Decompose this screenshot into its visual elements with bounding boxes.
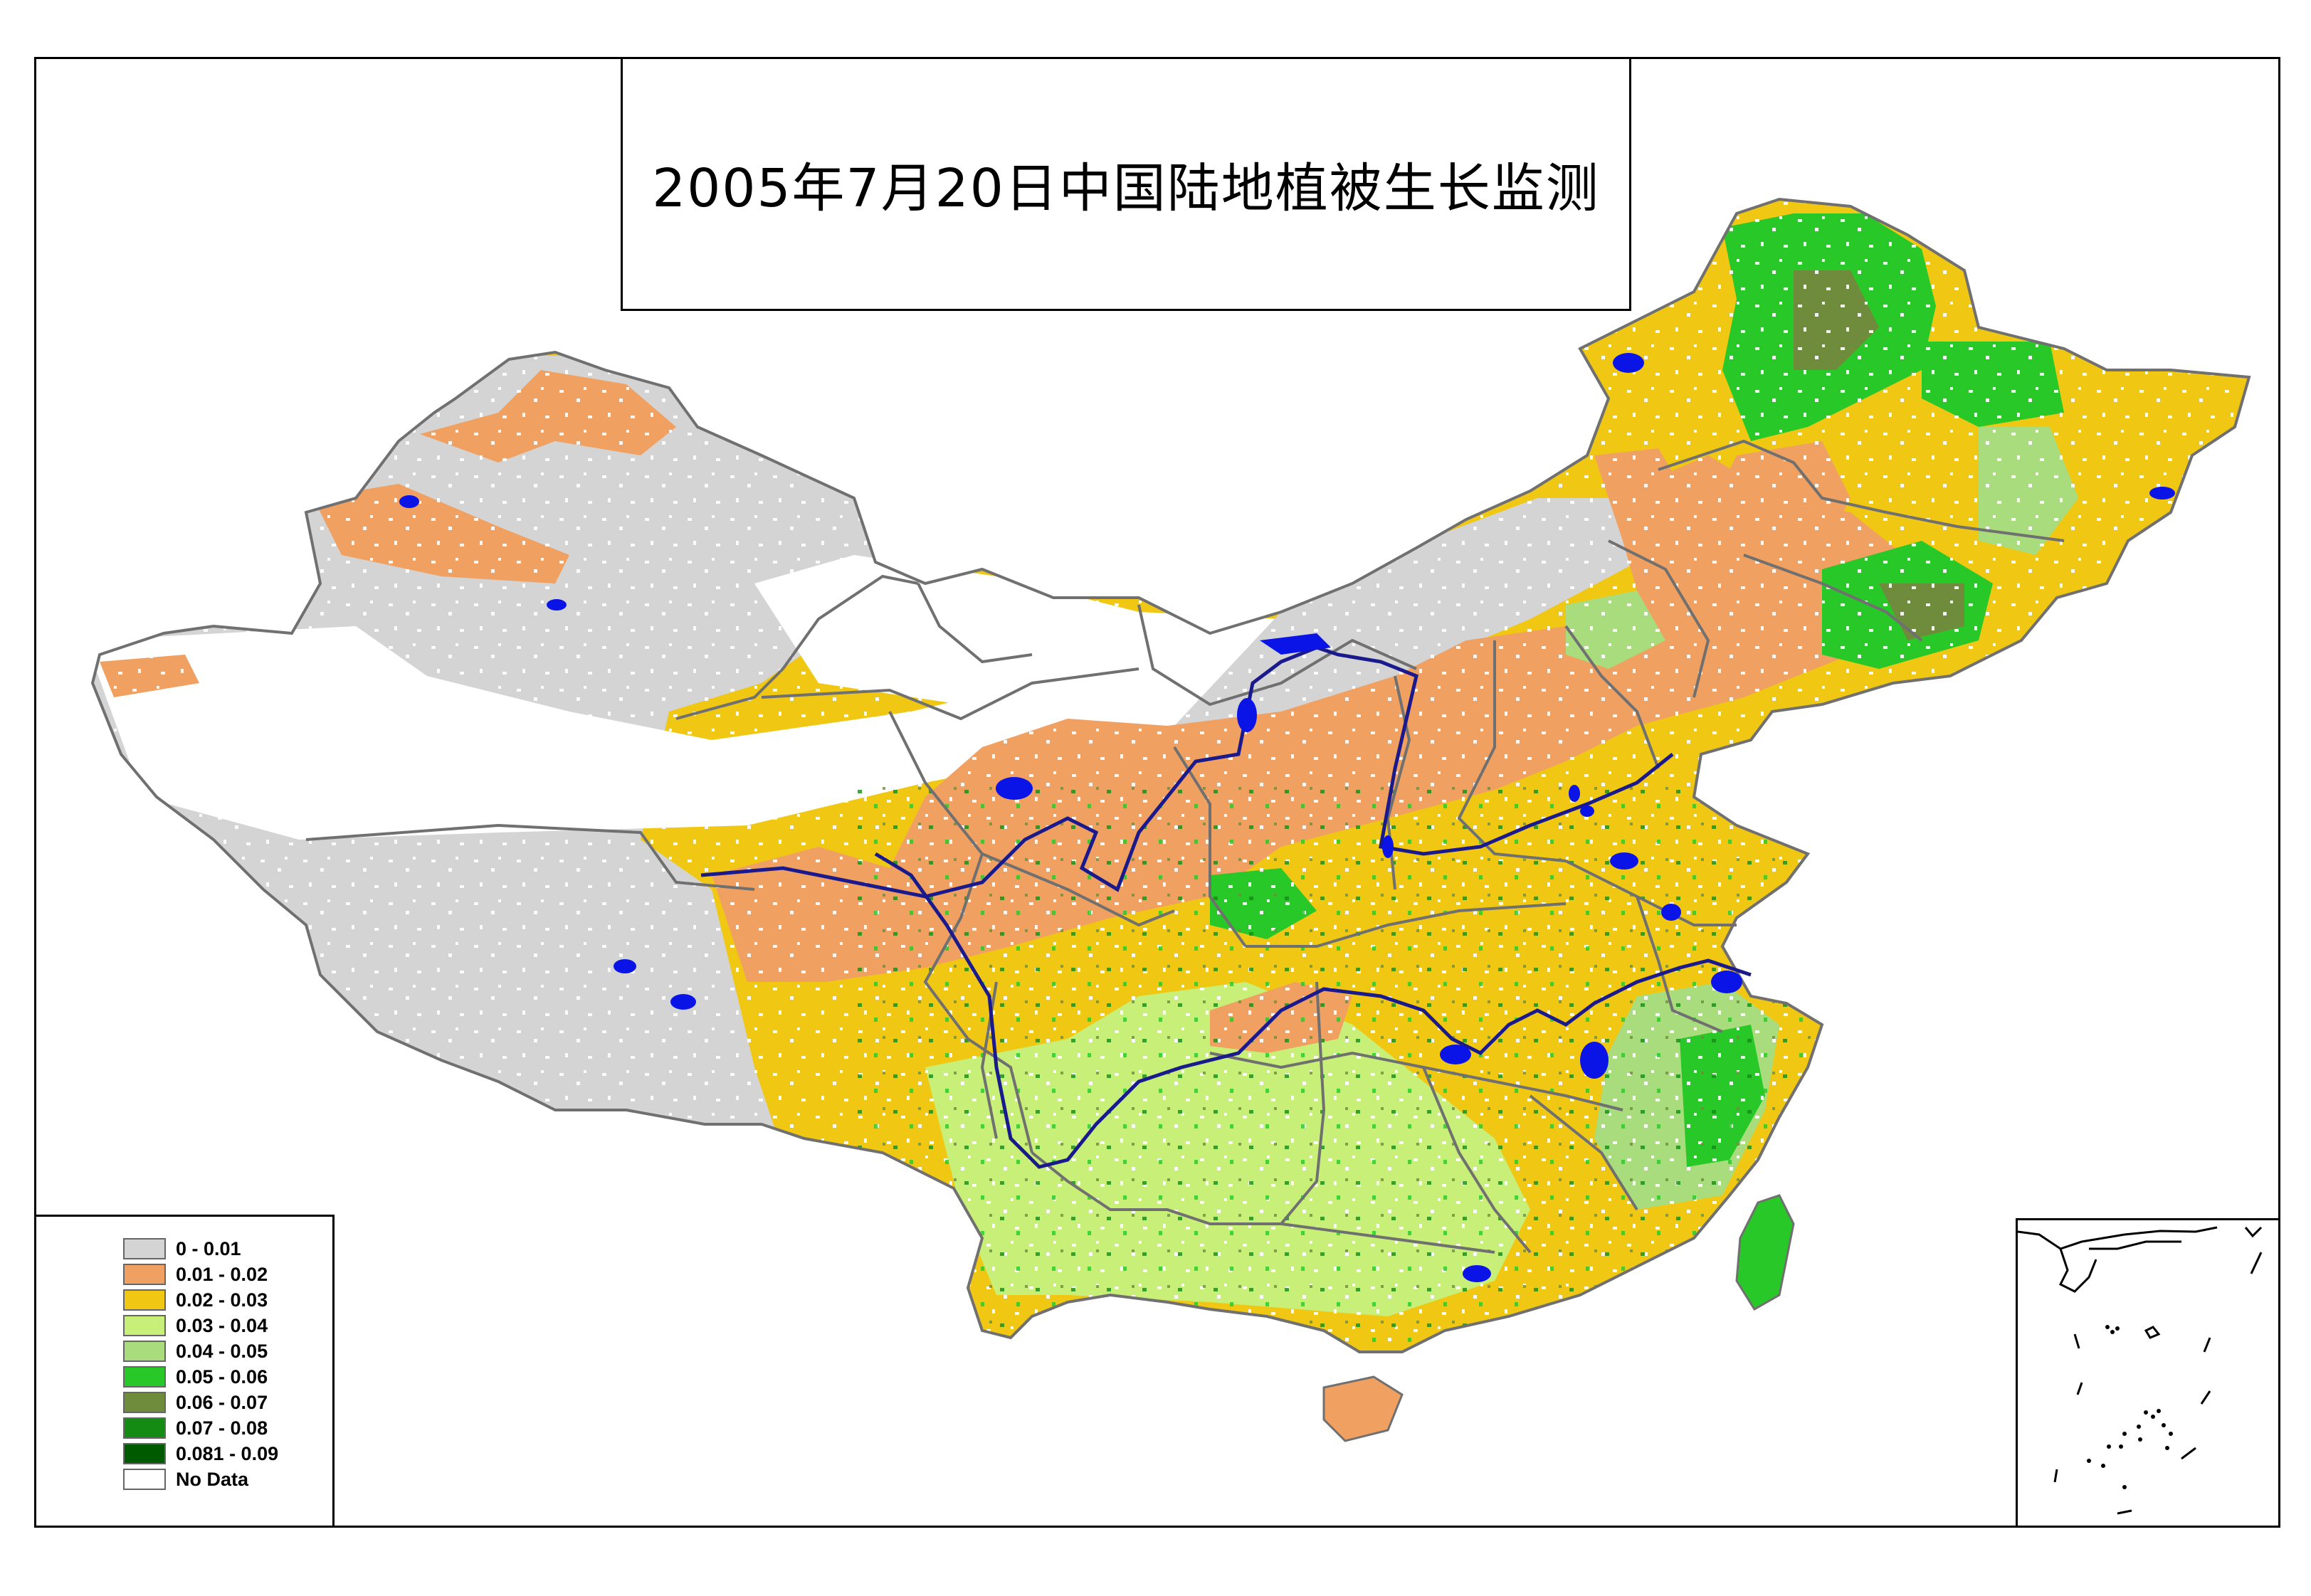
wuliangsu-lake [1260,633,1331,655]
xingkai-lake [2149,487,2175,500]
legend-item: 0.06 - 0.07 [123,1390,268,1415]
legend-item: 0.02 - 0.03 [123,1288,268,1312]
legend-label: 0.07 - 0.08 [176,1417,268,1439]
legend-label: No Data [176,1468,249,1490]
title-box: 2005年7月20日中国陆地植被生长监测 [621,57,1631,311]
south-china-sea-inset-map [2017,1226,2263,1515]
legend-item: No Data [123,1467,248,1491]
legend-swatch [123,1315,166,1336]
legend-item: 0.01 - 0.02 [123,1262,268,1286]
legend: 0 - 0.01 0.01 - 0.02 0.02 - 0.03 0.03 - 0.0… [34,1215,335,1528]
legend-label: 0.04 - 0.05 [176,1340,268,1362]
legend-item: 0.03 - 0.04 [123,1314,268,1338]
legend-label: 0.02 - 0.03 [176,1289,268,1311]
yangtze-river [874,852,1752,1169]
hulun-lake [1613,353,1644,373]
province-boundaries [91,198,2251,1353]
legend-swatch [123,1238,166,1259]
legend-swatch [123,1289,166,1311]
taiwan-island [1735,1194,1795,1311]
hainan-island [1322,1375,1404,1442]
legend-label: 0.03 - 0.04 [176,1314,268,1336]
legend-label: 0.01 - 0.02 [176,1263,268,1285]
map-title: 2005年7月20日中国陆地植被生长监测 [652,158,1600,219]
legend-swatch [123,1264,166,1285]
legend-item: 0.081 - 0.09 [123,1442,278,1466]
legend-label: 0.081 - 0.09 [176,1442,279,1464]
legend-swatch [123,1443,166,1464]
qinghai-lake [996,777,1033,800]
south-china-sea-inset [2016,1218,2280,1528]
legend-item: 0 - 0.01 [123,1237,241,1261]
legend-swatch [123,1469,166,1490]
legend-swatch [123,1341,166,1362]
legend-item: 0.07 - 0.08 [123,1416,268,1440]
legend-label: 0 - 0.01 [176,1237,241,1259]
legend-swatch [123,1392,166,1413]
lakes [399,353,2175,1282]
legend-label: 0.05 - 0.06 [176,1365,268,1388]
legend-item: 0.04 - 0.05 [123,1339,268,1363]
legend-swatch [123,1417,166,1439]
dongting-lake [1440,1045,1471,1064]
poyang-lake [1580,1042,1609,1079]
legend-swatch [123,1366,166,1388]
taihu-lake [1711,971,1742,993]
legend-label: 0.06 - 0.07 [176,1391,268,1413]
legend-item: 0.05 - 0.06 [123,1365,268,1389]
